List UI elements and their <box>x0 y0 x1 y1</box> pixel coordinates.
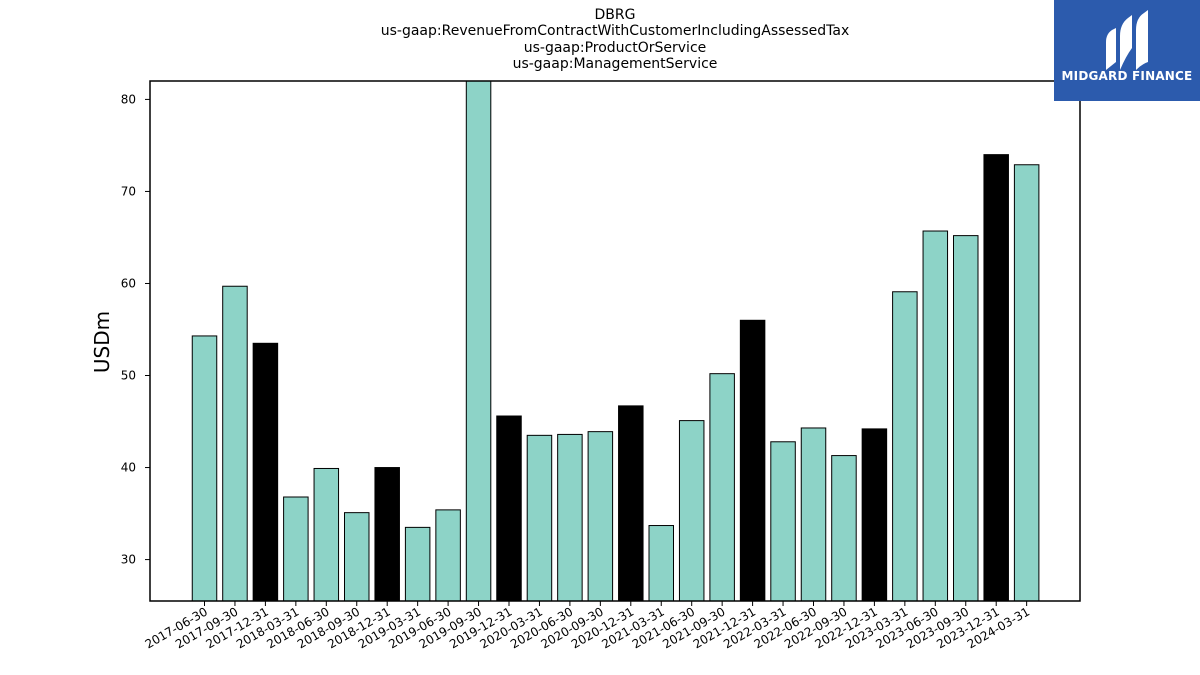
bar <box>800 427 827 601</box>
bar <box>739 319 766 601</box>
bar <box>678 420 705 601</box>
y-tick-label: 80 <box>121 92 136 106</box>
bar <box>1013 164 1040 601</box>
bars <box>191 81 1040 601</box>
bar <box>983 154 1009 601</box>
y-tick-label: 70 <box>121 184 136 198</box>
y-tick-label: 50 <box>121 369 136 383</box>
bar <box>587 431 614 601</box>
logo-mark-icon <box>1106 10 1148 70</box>
bar <box>618 405 644 601</box>
y-tick-label: 40 <box>121 461 136 475</box>
chart-title-line: us-gaap:ProductOrService <box>523 40 707 56</box>
bar <box>831 455 857 601</box>
bar <box>526 434 553 601</box>
bar <box>953 235 979 601</box>
chart-title-line: DBRG <box>594 7 636 23</box>
bar <box>861 428 888 601</box>
bar <box>709 373 735 601</box>
bar <box>252 342 279 601</box>
bar <box>404 526 431 601</box>
bar <box>648 525 674 601</box>
bar <box>191 335 218 601</box>
bar <box>222 285 248 601</box>
bar <box>465 81 492 601</box>
bar <box>496 415 522 601</box>
bar <box>892 291 918 601</box>
y-tick-label: 30 <box>121 553 136 567</box>
plot-frame <box>149 80 1081 602</box>
logo-text: MIDGARD FINANCE <box>1061 69 1193 83</box>
chart-title-line: us-gaap:RevenueFromContractWithCustomerI… <box>380 23 850 39</box>
midgard-finance-logo: MIDGARD FINANCE <box>1054 0 1200 101</box>
bar <box>922 230 949 601</box>
chart-title-line: us-gaap:ManagementService <box>512 56 718 72</box>
bar <box>435 509 461 601</box>
bar <box>283 496 309 601</box>
bar <box>557 433 583 601</box>
bar <box>313 467 340 601</box>
bar <box>374 467 400 601</box>
y-tick-label: 60 <box>121 276 136 290</box>
bar <box>344 512 370 601</box>
bar <box>770 441 796 601</box>
